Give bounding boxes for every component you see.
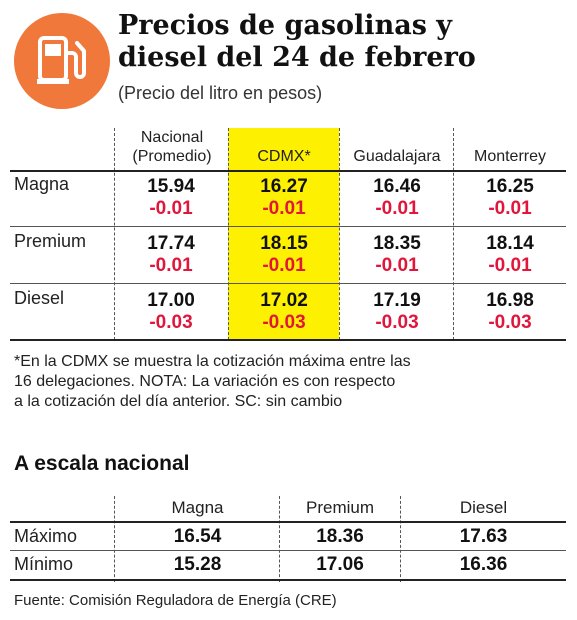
national-value: 15.28 [173,554,222,575]
footnote: *En la CDMX se muestra la cotización máx… [14,352,564,412]
price-change: -0.01 [375,198,419,219]
price-value: 15.94 [147,176,195,197]
column-header-guadalajara: Guadalajara [353,148,441,165]
row-rule [10,550,566,551]
price-change: -0.01 [149,198,193,219]
title-line-1: Precios de gasolinas y [118,10,452,41]
bottom-rule [10,579,566,581]
row-label-maximo: Máximo [14,526,78,546]
row-rule [10,226,566,227]
national-value: 16.54 [173,526,222,547]
price-change: -0.01 [149,255,193,276]
row-label-premium: Premium [14,231,87,251]
column-header-cdmx: CDMX* [257,148,311,165]
price-change: -0.03 [488,312,532,333]
price-change: -0.01 [488,198,532,219]
header-rule [10,521,566,523]
footnote-line: a la cotización del día anterior. SC: si… [14,393,343,410]
column-header-nacional: Nacional (Promedio) [116,128,228,166]
column-divider [114,128,115,340]
title-line-2: diesel del 24 de febrero [118,42,476,73]
column-divider [228,128,229,340]
column-divider [400,496,401,582]
price-value: 18.35 [373,233,421,254]
cdmx-highlight [228,128,339,340]
section-title-national: A escala nacional [14,452,190,475]
header: Precios de gasolinas y diesel del 24 de … [0,0,577,110]
gas-pump-icon [37,36,86,84]
row-label-magna: Magna [14,174,70,194]
price-cell: 17.19 -0.03 [342,290,452,334]
price-value: 18.14 [486,233,534,254]
price-value: 16.25 [486,176,534,197]
price-cell: 18.14 -0.01 [455,233,565,277]
national-value: 18.36 [316,526,364,547]
price-cell: 16.98 -0.03 [455,290,565,334]
price-change: -0.03 [375,312,419,333]
price-cell: 17.74 -0.01 [116,233,226,277]
price-cell: 16.27 -0.01 [229,176,339,220]
national-table: Magna Premium Diesel Máximo 16.54 18.36 … [10,492,566,582]
price-change: -0.01 [488,255,532,276]
price-value: 17.02 [260,290,308,311]
price-change: -0.01 [262,255,306,276]
national-value: 17.63 [459,526,508,547]
price-value: 18.15 [260,233,308,254]
column-header-magna: Magna [171,498,224,517]
column-divider [114,496,115,582]
header-rule [10,170,566,172]
price-change: -0.03 [262,312,306,333]
price-value: 16.46 [373,176,421,197]
footnote-line: 16 delegaciones. NOTA: La variación es c… [14,373,396,390]
price-cell: 16.46 -0.01 [342,176,452,220]
column-header-line-2: (Promedio) [132,148,212,165]
price-value: 17.00 [147,290,195,311]
gas-pump-icon-badge [14,13,110,109]
price-cell: 16.25 -0.01 [455,176,565,220]
page-title: Precios de gasolinas y diesel del 24 de … [118,10,568,74]
row-rule [10,283,566,284]
national-value: 17.06 [316,554,364,575]
national-value: 16.36 [459,554,508,575]
column-header-monterrey: Monterrey [473,148,547,165]
price-cell: 15.94 -0.01 [116,176,226,220]
row-label-minimo: Mínimo [14,554,74,574]
price-table: Nacional (Promedio) CDMX* Guadalajara Mo… [10,120,566,341]
price-cell: 17.00 -0.03 [116,290,226,334]
subtitle: (Precio del litro en pesos) [118,83,323,103]
source-credit: Fuente: Comisión Reguladora de Energía (… [14,592,337,609]
price-cell: 18.15 -0.01 [229,233,339,277]
column-divider [279,496,280,582]
price-value: 16.27 [260,176,308,197]
price-change: -0.01 [375,255,419,276]
price-value: 17.74 [147,233,195,254]
column-header-diesel: Diesel [459,498,508,517]
price-cell: 18.35 -0.01 [342,233,452,277]
price-value: 17.19 [373,290,421,311]
bottom-rule [10,339,566,341]
column-header-line-1: Nacional [140,129,204,146]
price-change: -0.01 [262,198,306,219]
column-divider [339,128,340,340]
price-cell: 17.02 -0.03 [229,290,339,334]
column-divider [453,128,454,340]
price-value: 16.98 [486,290,534,311]
column-header-premium: Premium [305,498,374,517]
price-change: -0.03 [149,312,193,333]
footnote-line: *En la CDMX se muestra la cotización máx… [14,353,411,370]
row-label-diesel: Diesel [14,288,65,308]
